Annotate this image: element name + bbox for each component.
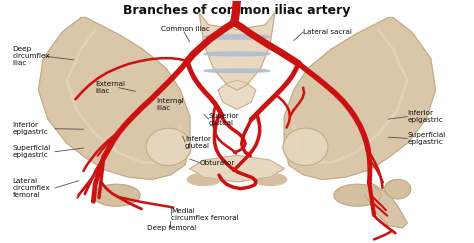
Ellipse shape [254, 174, 287, 185]
Text: Medial
circumflex femoral: Medial circumflex femoral [171, 208, 238, 221]
Ellipse shape [204, 52, 270, 56]
Polygon shape [284, 17, 436, 180]
Polygon shape [365, 182, 407, 228]
Polygon shape [38, 17, 190, 180]
Text: Deep
circumflex
iliac: Deep circumflex iliac [12, 46, 50, 66]
Ellipse shape [93, 184, 140, 206]
Ellipse shape [146, 128, 191, 165]
Text: Common iliac: Common iliac [161, 26, 210, 32]
Text: External
iliac: External iliac [95, 81, 125, 94]
Text: Obturator: Obturator [199, 160, 235, 165]
Text: Inferior
epigastric: Inferior epigastric [407, 110, 443, 123]
Text: Superficial
epigastric: Superficial epigastric [12, 145, 51, 158]
Ellipse shape [187, 174, 220, 185]
Text: Internal
iliac: Internal iliac [156, 98, 184, 111]
Ellipse shape [385, 180, 410, 199]
Polygon shape [284, 17, 436, 180]
Text: Superior
gluteal: Superior gluteal [209, 113, 239, 126]
Polygon shape [190, 155, 284, 182]
Polygon shape [38, 17, 190, 180]
Ellipse shape [204, 69, 270, 73]
Text: Lateral
circumflex
femoral: Lateral circumflex femoral [12, 178, 50, 198]
Polygon shape [199, 13, 275, 90]
Text: Inferior
gluteal: Inferior gluteal [185, 136, 211, 148]
Ellipse shape [283, 128, 328, 165]
Text: Inferior
epigastric: Inferior epigastric [12, 122, 48, 135]
Text: Superficial
epigastric: Superficial epigastric [407, 132, 446, 145]
Text: Deep femoral: Deep femoral [147, 225, 196, 231]
Ellipse shape [334, 184, 381, 206]
Text: Branches of common iliac artery: Branches of common iliac artery [123, 4, 351, 17]
Polygon shape [218, 80, 256, 109]
Ellipse shape [204, 35, 270, 39]
Text: Lateral sacral: Lateral sacral [303, 29, 352, 35]
